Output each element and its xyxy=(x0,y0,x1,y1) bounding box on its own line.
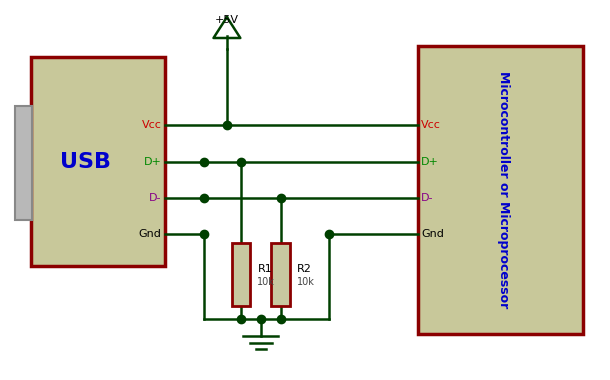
Text: Microcontroller or Microprocessor: Microcontroller or Microprocessor xyxy=(497,71,510,309)
Text: Gnd: Gnd xyxy=(421,229,444,239)
Bar xyxy=(30,57,165,266)
Text: Gnd: Gnd xyxy=(139,229,162,239)
Text: +5V: +5V xyxy=(215,15,239,25)
Text: 10k: 10k xyxy=(257,277,275,287)
Text: R2: R2 xyxy=(297,264,312,274)
Bar xyxy=(15,106,32,220)
Text: R1: R1 xyxy=(257,264,272,274)
Text: 10k: 10k xyxy=(297,277,315,287)
Bar xyxy=(418,46,583,334)
Text: D+: D+ xyxy=(144,157,162,166)
Text: D-: D- xyxy=(149,193,162,203)
Text: D-: D- xyxy=(421,193,433,203)
Text: USB: USB xyxy=(60,152,111,171)
Text: Vcc: Vcc xyxy=(142,120,162,130)
Text: D+: D+ xyxy=(421,157,439,166)
Bar xyxy=(232,243,250,306)
Text: Vcc: Vcc xyxy=(421,120,441,130)
Bar xyxy=(271,243,290,306)
